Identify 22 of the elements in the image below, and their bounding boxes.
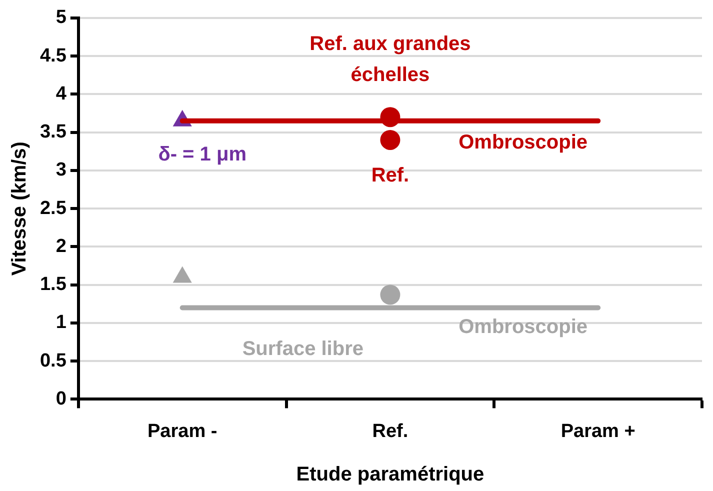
x-tick-label: Param +: [560, 420, 636, 442]
series-label: Ombroscopie: [458, 316, 588, 338]
y-tick-label: 0.5: [40, 350, 67, 372]
y-tick-label: 4: [56, 83, 67, 104]
series-label: δ- = 1 μm: [158, 143, 246, 166]
y-tick-label: 5: [56, 7, 67, 28]
y-tick-label: 3.5: [40, 122, 67, 143]
annotation: Surface libre: [242, 338, 364, 360]
y-tick-label: 0: [56, 388, 66, 410]
y-tick-label: 1: [56, 312, 67, 334]
x-tick-label: Ref.: [372, 420, 408, 442]
y-tick-label: 1.5: [40, 274, 67, 296]
y-axis-title: Vitesse (km/s): [8, 142, 31, 276]
series-label: Ref.: [371, 164, 410, 186]
y-tick-label: 2.5: [40, 198, 67, 219]
x-axis-title: Etude paramétrique: [296, 464, 484, 486]
y-tick-label: 2: [56, 236, 66, 257]
annotation: Ref. aux grandes échelles: [310, 32, 471, 86]
y-tick-label: 3: [56, 160, 66, 181]
y-tick-label: 4.5: [40, 45, 67, 66]
x-tick-label: Param -: [147, 420, 218, 442]
series-label: Ombroscopie: [458, 131, 588, 154]
